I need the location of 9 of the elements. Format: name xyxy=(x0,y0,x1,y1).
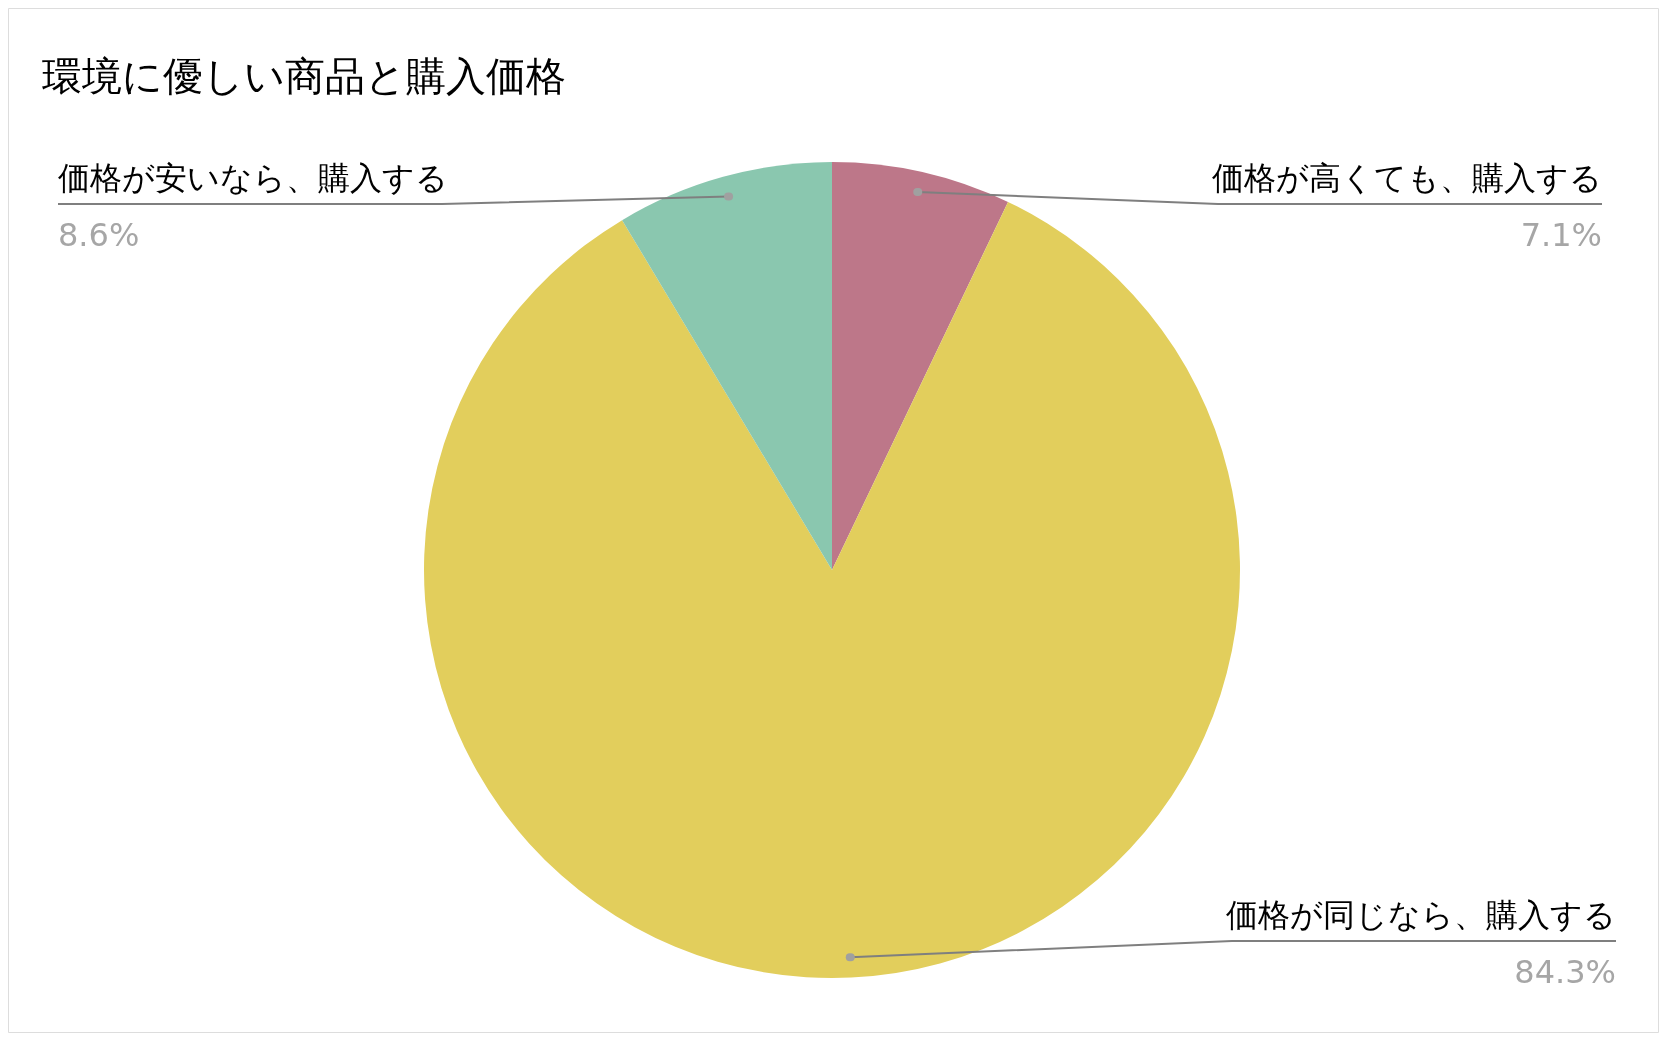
data-label: 7.1% xyxy=(1520,216,1602,254)
pie-slice xyxy=(832,162,1009,570)
chart-title: 環境に優しい商品と購入価格 xyxy=(42,53,566,99)
slice-label: 価格が安いなら、購入する xyxy=(58,159,448,197)
data-label: 84.3% xyxy=(1514,953,1616,991)
pie-slice xyxy=(622,162,832,570)
data-label: 8.6% xyxy=(58,216,140,254)
slice-label: 価格が高くても、購入する xyxy=(1212,159,1602,197)
slice-label: 価格が同じなら、購入する xyxy=(1226,896,1616,934)
